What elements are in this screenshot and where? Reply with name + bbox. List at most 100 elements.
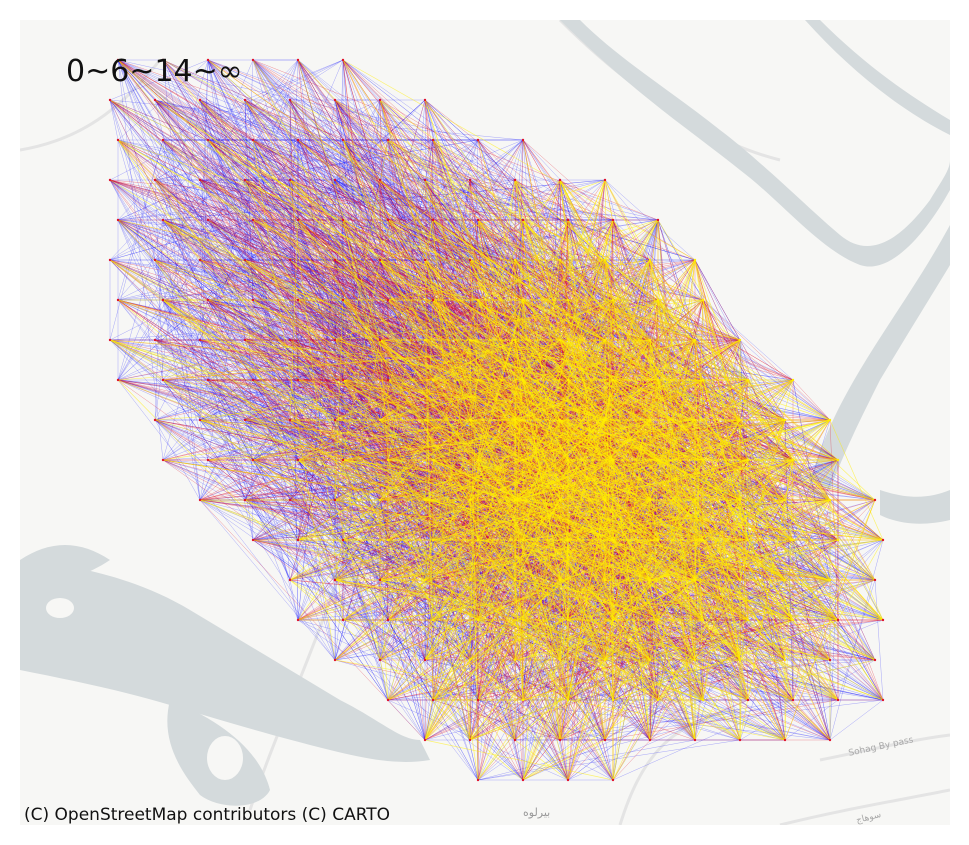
flow-line	[657, 299, 831, 421]
flow-map[interactable]	[20, 20, 950, 825]
flow-line	[244, 99, 659, 301]
flow-line	[379, 579, 389, 701]
flow-line	[154, 219, 344, 261]
flow-line	[154, 419, 389, 461]
flow-line	[244, 99, 254, 301]
island	[46, 598, 74, 618]
flow-line	[154, 99, 344, 221]
flow-line	[109, 339, 344, 461]
flow-line	[154, 139, 344, 181]
flow-line	[739, 619, 749, 661]
flow-line	[154, 139, 344, 261]
flow-line	[207, 179, 336, 381]
flow-line	[199, 179, 569, 301]
flow-line	[109, 59, 344, 181]
flow-line	[162, 219, 201, 501]
flow-line	[117, 139, 164, 301]
flow-line	[342, 59, 651, 421]
flow-line	[342, 139, 614, 221]
flow-line	[207, 59, 344, 381]
flow-line	[117, 99, 381, 221]
flow-line	[334, 499, 434, 621]
flow-line	[604, 179, 696, 261]
road-line	[20, 59, 162, 152]
flow-line	[334, 179, 344, 461]
flow-line	[739, 659, 876, 741]
flow-line	[109, 139, 164, 341]
flow-line	[117, 59, 164, 461]
flow-line	[154, 179, 209, 301]
flow-line	[117, 99, 291, 301]
flow-line	[117, 59, 291, 341]
flow-line	[424, 139, 524, 181]
flow-line	[117, 299, 516, 661]
flow-line	[117, 59, 479, 141]
flow-line	[109, 179, 569, 301]
flow-line	[694, 259, 741, 341]
flow-line	[342, 99, 381, 301]
flow-line	[117, 139, 336, 261]
flow-line	[252, 59, 336, 341]
flow-line	[109, 179, 299, 541]
flow-line	[199, 179, 344, 461]
flow-line	[109, 259, 344, 381]
flow-line	[837, 579, 876, 701]
flow-line	[387, 619, 434, 701]
flow-line	[154, 179, 524, 461]
river-branch	[560, 20, 950, 267]
flow-line	[109, 179, 569, 301]
flow-line	[199, 179, 479, 461]
flow-line	[297, 219, 344, 541]
flow-line	[477, 139, 651, 261]
flow-line	[514, 659, 569, 781]
flow-line	[207, 59, 389, 141]
flow-line	[199, 99, 516, 261]
flow-line	[117, 59, 426, 661]
flow-line	[702, 659, 876, 701]
flow-line	[162, 219, 291, 341]
flow-line	[199, 419, 524, 781]
flow-line	[109, 59, 299, 261]
flow-line	[207, 259, 471, 301]
flow-line	[154, 259, 389, 461]
flow-line	[199, 59, 299, 341]
flow-line	[559, 699, 659, 741]
flow-line	[469, 619, 479, 741]
flow-line	[154, 99, 254, 541]
flow-line	[199, 99, 569, 381]
flow-line	[244, 339, 381, 421]
flow-line	[432, 139, 479, 301]
flow-line	[514, 619, 839, 661]
flow-line	[154, 419, 201, 501]
flow-line	[297, 59, 389, 141]
flow-line	[109, 339, 344, 381]
flow-line	[604, 179, 794, 541]
flow-line	[297, 459, 426, 741]
flow-line	[522, 659, 651, 701]
flow-line	[162, 459, 561, 741]
flow-line	[334, 99, 614, 301]
flow-line	[199, 379, 299, 421]
flow-line	[297, 619, 524, 781]
flow-line	[747, 579, 831, 701]
flow-line	[154, 219, 344, 341]
flow-line	[297, 139, 471, 341]
flow-line	[154, 219, 164, 421]
flow-line	[612, 699, 794, 781]
flow-line	[154, 99, 344, 221]
flow-line	[199, 419, 479, 781]
flow-line	[244, 419, 254, 461]
flow-line	[109, 339, 209, 381]
flow-line	[199, 139, 299, 341]
flow-line	[117, 139, 299, 381]
map-frame[interactable]: بيرلوه Sohag By pass سوهاج 0~6~14~∞ (C) …	[20, 20, 950, 825]
flow-line	[387, 139, 651, 341]
flow-line	[424, 99, 831, 421]
river-branch	[880, 490, 950, 524]
flow-line	[244, 59, 344, 101]
flow-line	[207, 59, 516, 741]
flow-line	[297, 619, 381, 661]
flow-line	[154, 99, 201, 421]
flow-line	[244, 99, 299, 141]
flow-line	[604, 179, 741, 341]
